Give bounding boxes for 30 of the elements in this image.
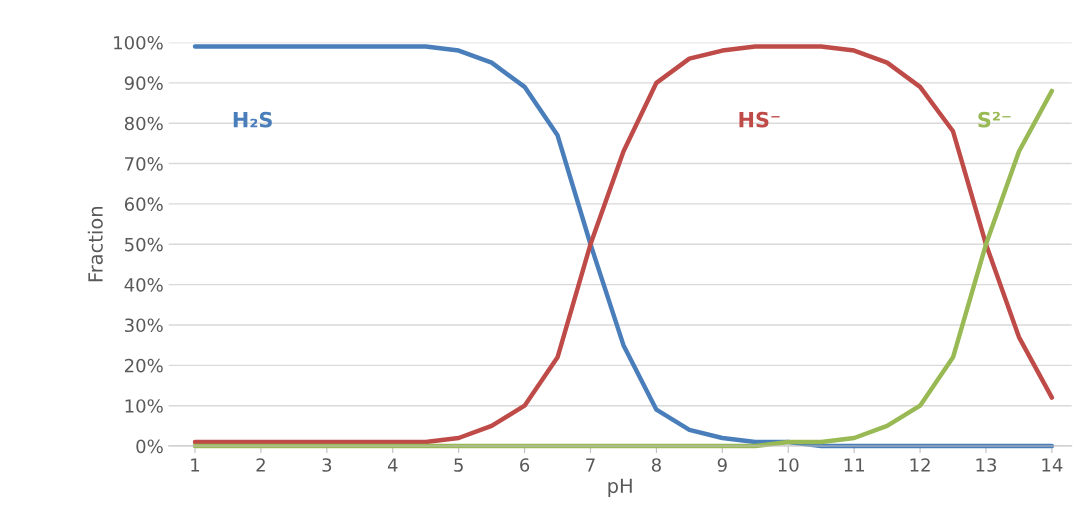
y-tick-label: 60% bbox=[124, 197, 163, 212]
x-tick-label: 11 bbox=[844, 458, 864, 472]
x-tick-label: 1 bbox=[191, 458, 200, 472]
x-tick-label: 8 bbox=[651, 458, 661, 472]
x-tick-label: 5 bbox=[454, 458, 463, 472]
text: H₂S bbox=[233, 111, 272, 128]
y-tick-label: 30% bbox=[125, 318, 163, 333]
y-tick-label: 80% bbox=[124, 116, 163, 131]
x-tick-label: 9 bbox=[717, 458, 727, 472]
x-tick-label: 10 bbox=[778, 458, 799, 472]
y-tick-label: 20% bbox=[124, 358, 163, 373]
x-tick-label: 3 bbox=[322, 458, 332, 472]
x-tick-label: 2 bbox=[256, 458, 265, 472]
y-axis-title: Fraction bbox=[87, 207, 103, 282]
y-tick-label: 40% bbox=[124, 278, 163, 292]
x-tick-label: 6 bbox=[520, 458, 530, 472]
x-tick-label: 14 bbox=[1042, 458, 1063, 472]
y-tick-label: 0% bbox=[136, 439, 163, 454]
y-tick-label: 90% bbox=[124, 76, 163, 90]
y-tick-label: 50% bbox=[125, 237, 163, 252]
x-axis-title: pH bbox=[608, 478, 632, 497]
text: HS⁻ bbox=[739, 111, 780, 128]
y-tick-label: 70% bbox=[125, 157, 163, 171]
x-tick-label: 4 bbox=[387, 458, 398, 472]
y-tick-label: 10% bbox=[125, 399, 163, 413]
x-tick-label: 12 bbox=[910, 458, 930, 472]
y-tick-label: 100% bbox=[114, 35, 163, 50]
series-label: S²⁻ bbox=[978, 111, 1011, 128]
x-tick-label: 13 bbox=[976, 458, 997, 472]
x-tick-label: 7 bbox=[586, 458, 595, 472]
